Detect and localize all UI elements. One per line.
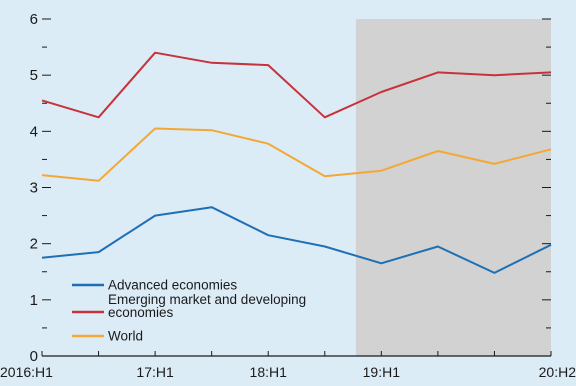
legend-label: World [108,329,143,344]
x-tick-label: 19:H1 [363,364,401,380]
y-tick-label: 3 [30,180,38,197]
legend-label: Emerging market and developing economies [108,292,306,320]
series-line [41,206,552,274]
series-line [41,51,552,119]
series-lines [41,51,552,274]
legend-label: Advanced economies [108,278,237,293]
y-tick-label: 2 [30,236,38,253]
y-tick-label: 5 [30,67,38,84]
x-axis: 2016:H1 17:H1 18:H1 19:H1 20:H2 [0,351,576,380]
y-tick-label: 1 [30,292,38,309]
y-tick-label: 4 [30,123,38,140]
x-tick-label: 18:H1 [250,364,288,380]
series-line [41,127,552,182]
shaded-forecast-region [355,19,551,356]
y-tick-label: 0 [30,348,38,365]
y-axis-ticks: 0 1 2 3 4 5 6 [30,11,51,365]
x-tick-label: 2016:H1 [0,364,53,380]
x-tick-label: 20:H2 [539,364,576,380]
x-tick-label: 17:H1 [136,364,174,380]
y-tick-label: 6 [30,11,38,28]
